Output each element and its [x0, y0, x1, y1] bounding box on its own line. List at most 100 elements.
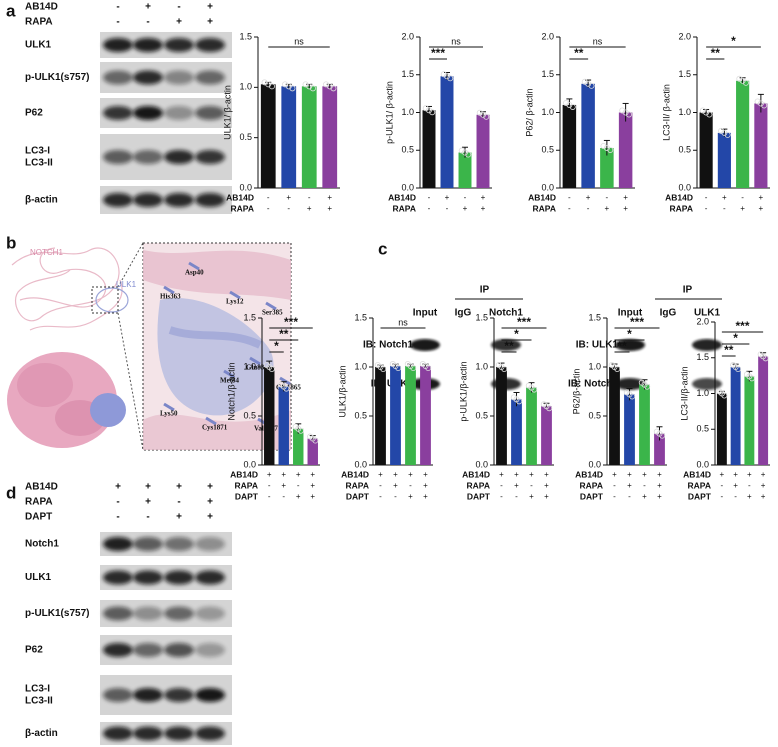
significance-label: ***	[517, 315, 531, 329]
bar	[754, 103, 768, 188]
bar	[405, 366, 416, 465]
band	[164, 70, 194, 85]
band	[133, 570, 163, 585]
data-point-marker	[282, 81, 289, 88]
data-point-marker	[735, 366, 742, 373]
condition-sign: +	[296, 492, 301, 501]
condition-label: AB14D	[341, 469, 369, 479]
condition-sign: +	[747, 492, 752, 501]
condition-sign: -	[116, 2, 119, 13]
residue-label: Lys50	[160, 410, 178, 418]
panel-label: c	[378, 239, 387, 258]
data-point-marker	[440, 71, 447, 78]
panel-label: a	[6, 1, 16, 20]
condition-sign: -	[721, 492, 724, 501]
residue-label: His363	[160, 293, 181, 301]
condition-sign: +	[740, 204, 745, 213]
data-point-marker	[699, 107, 706, 114]
band	[103, 150, 133, 164]
condition-label: AB14D	[683, 469, 711, 479]
data-point-marker	[626, 111, 633, 118]
band	[133, 70, 163, 85]
bar	[699, 112, 713, 188]
y-tick-label: 1.5	[401, 69, 414, 79]
band	[195, 193, 225, 207]
lane-label: Notch1	[489, 308, 523, 319]
data-point-marker	[585, 80, 592, 87]
condition-sign: -	[409, 481, 412, 490]
condition-sign: +	[544, 481, 549, 490]
lane-label: IgG	[660, 308, 677, 319]
ib-label: IB: ULK1	[576, 340, 619, 351]
condition-sign: -	[177, 497, 180, 508]
condition-label: AB14D	[388, 192, 416, 202]
condition-sign: -	[705, 204, 708, 213]
condition-sign: -	[613, 481, 616, 490]
condition-label: AB14D	[462, 469, 490, 479]
condition-label: RAPA	[533, 203, 556, 213]
condition-sign: +	[296, 470, 301, 479]
condition-sign: +	[759, 204, 764, 213]
band	[103, 688, 133, 702]
data-point-marker	[380, 365, 387, 372]
panel-label: d	[6, 483, 16, 502]
y-tick-label: 1.5	[541, 69, 554, 79]
condition-label: DAPT	[235, 491, 259, 501]
lane-label: Input	[618, 308, 643, 319]
y-tick-label: 1.0	[541, 107, 554, 117]
data-point-marker	[703, 109, 710, 116]
condition-sign: +	[623, 204, 628, 213]
condition-sign: -	[723, 204, 726, 213]
condition-sign: +	[529, 492, 534, 501]
blot-label: LC3-I	[25, 146, 50, 157]
data-point-marker	[425, 107, 432, 114]
data-point-marker	[323, 81, 330, 88]
band	[164, 606, 194, 621]
condition-label: RAPA	[688, 480, 711, 490]
condition-label: RAPA	[670, 203, 693, 213]
y-axis-label: ULK1/ β-actin	[222, 85, 232, 140]
ib-label: IB: Notch1	[568, 379, 618, 390]
panel-label: b	[6, 233, 16, 252]
condition-sign: +	[145, 497, 151, 508]
condition-sign: -	[177, 2, 180, 13]
significance-label: *	[514, 327, 519, 341]
condition-sign: -	[379, 481, 382, 490]
bar	[278, 386, 289, 465]
condition-sign: +	[529, 470, 534, 479]
condition-sign: +	[423, 481, 428, 490]
band	[133, 537, 163, 551]
bar	[307, 438, 318, 465]
condition-sign: -	[515, 492, 518, 501]
condition-sign: +	[145, 2, 151, 13]
data-point-marker	[569, 103, 576, 110]
condition-sign: +	[481, 204, 486, 213]
band	[164, 106, 194, 120]
bar	[624, 394, 635, 465]
condition-sign: +	[310, 492, 315, 501]
data-point-marker	[465, 151, 472, 158]
band	[410, 339, 440, 351]
data-point-marker	[724, 131, 731, 138]
condition-sign: -	[379, 492, 382, 501]
condition-sign: +	[408, 492, 413, 501]
band	[164, 726, 194, 741]
significance-label: ***	[735, 319, 749, 333]
band	[195, 643, 225, 657]
condition-label: DAPT	[346, 491, 370, 501]
condition-sign: -	[146, 512, 149, 523]
data-point-marker	[289, 85, 296, 92]
bar	[654, 433, 665, 465]
y-tick-label: 0.5	[678, 145, 691, 155]
band	[195, 106, 225, 120]
condition-sign: +	[605, 204, 610, 213]
residue-stick	[279, 376, 291, 386]
significance-label: **	[574, 46, 584, 60]
condition-label: DAPT	[467, 491, 491, 501]
condition-sign: -	[568, 204, 571, 213]
bar	[264, 367, 275, 465]
y-tick-label: 1.0	[401, 107, 414, 117]
ib-label: IB: Notch1	[363, 340, 413, 351]
condition-sign: +	[393, 470, 398, 479]
y-axis-label: P62/ β-actin	[524, 88, 534, 136]
